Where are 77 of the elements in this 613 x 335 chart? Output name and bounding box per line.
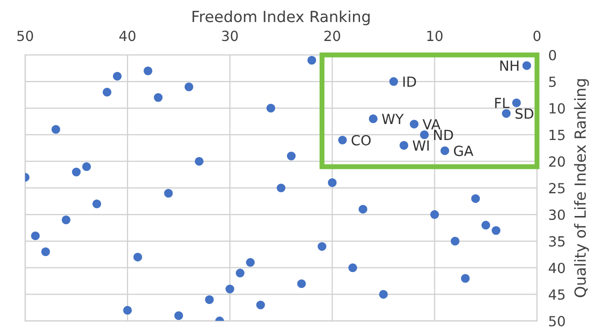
point — [389, 77, 398, 86]
point — [307, 56, 316, 65]
point — [256, 300, 265, 310]
point — [226, 284, 234, 294]
point — [62, 215, 70, 224]
y-tick-label: 25 — [549, 182, 565, 194]
point — [266, 104, 276, 113]
point — [430, 210, 439, 219]
point — [123, 306, 132, 315]
y-tick-label: 10 — [550, 103, 565, 114]
y-tick-label: 45 — [548, 289, 565, 300]
point — [286, 152, 296, 160]
point — [31, 231, 40, 240]
annotation: NH — [500, 60, 518, 71]
annotation: CO — [352, 134, 371, 146]
point — [297, 279, 306, 288]
y-tick-label: 50 — [549, 316, 565, 326]
point — [246, 258, 255, 267]
point — [471, 194, 480, 203]
point — [72, 168, 81, 176]
y-tick-label: 35 — [549, 236, 565, 247]
point — [328, 178, 337, 187]
point — [502, 109, 511, 118]
point — [420, 130, 429, 140]
y-tick-label: 20 — [549, 156, 565, 167]
annotation: GA — [454, 146, 474, 156]
point — [236, 268, 244, 278]
point — [102, 88, 112, 97]
x-tick-label: 30 — [222, 30, 238, 42]
annotation: SD — [516, 108, 534, 119]
x-tick-label: 0 — [533, 30, 540, 42]
point — [481, 220, 490, 230]
annotation: WY — [382, 114, 404, 124]
point — [318, 242, 326, 251]
point — [184, 82, 194, 92]
y-tick-label: 0 — [549, 50, 556, 60]
point — [154, 93, 163, 102]
y-tick-label: 40 — [548, 262, 565, 274]
y-axis-title: Quality of Life Index Ranking — [574, 79, 589, 298]
point — [144, 66, 152, 76]
point — [92, 200, 102, 208]
point — [460, 274, 470, 283]
point — [41, 247, 50, 256]
point — [174, 311, 184, 320]
point — [51, 125, 60, 134]
point — [82, 162, 91, 172]
point — [348, 263, 358, 272]
annotation: WI — [412, 140, 429, 151]
annotation: VA — [422, 119, 440, 130]
point — [338, 136, 347, 144]
x-axis-title: Freedom Index Ranking — [192, 10, 370, 26]
annotation: ID — [403, 76, 416, 87]
point — [492, 226, 500, 235]
point — [368, 114, 378, 124]
point — [194, 156, 204, 166]
x-tick-label: 50 — [17, 30, 34, 42]
point — [410, 120, 419, 128]
point — [379, 290, 388, 299]
x-tick-label: 20 — [324, 30, 340, 42]
point — [400, 141, 408, 150]
x-tick-label: 40 — [119, 30, 136, 42]
point — [522, 61, 532, 70]
y-tick-label: 15 — [550, 130, 565, 140]
point — [512, 98, 521, 108]
point — [133, 252, 142, 262]
point — [112, 72, 122, 81]
point — [450, 236, 460, 246]
point — [205, 295, 214, 304]
point — [358, 204, 368, 214]
y-tick-label: 30 — [549, 210, 565, 220]
point — [440, 146, 450, 156]
point — [164, 188, 173, 198]
annotation: ND — [434, 130, 453, 140]
y-tick-label: 5 — [549, 76, 556, 88]
annotation: FL — [495, 98, 510, 108]
x-tick-label: 10 — [427, 30, 443, 42]
point — [276, 184, 286, 192]
